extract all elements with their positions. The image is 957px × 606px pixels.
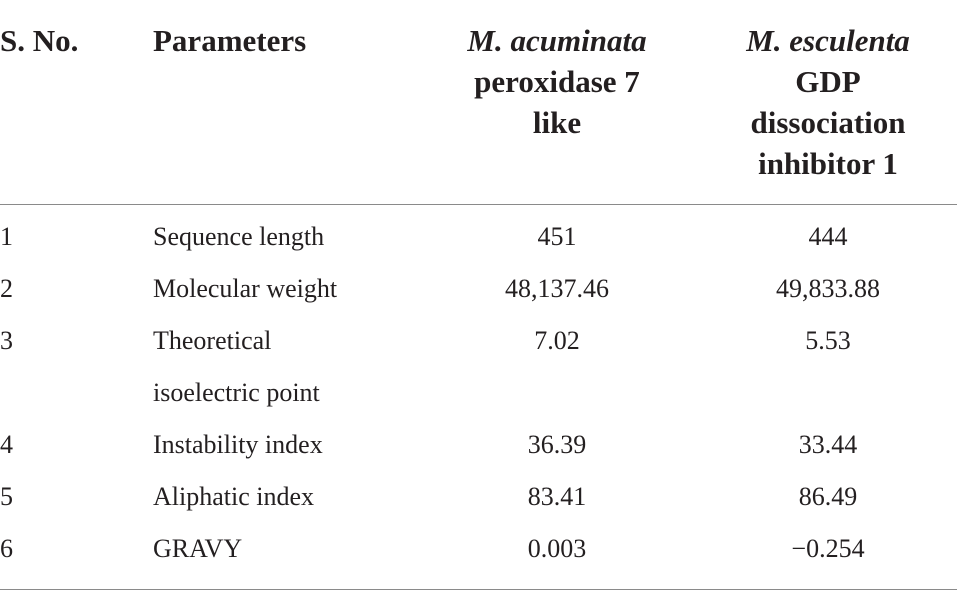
row-parameter: Instability index: [153, 430, 323, 459]
header-acuminata-line3: like: [532, 105, 582, 140]
table-header: S. No. Parameters M. acuminata peroxidas…: [0, 0, 957, 205]
row-esculenta-value: 5.53: [805, 326, 851, 355]
table-row: 4 Instability index 36.39 33.44: [0, 419, 957, 471]
header-acuminata: M. acuminata peroxidase 7 like: [415, 0, 699, 205]
row-acuminata-value: 0.003: [527, 534, 587, 563]
header-acuminata-species: M. acuminata: [467, 23, 647, 58]
row-esculenta-value: 33.44: [798, 430, 858, 459]
table-row: 5 Aliphatic index 83.41 86.49: [0, 471, 957, 523]
row-parameter: Aliphatic index: [153, 482, 315, 511]
row-acuminata-value: 7.02: [534, 326, 580, 355]
header-row: S. No. Parameters M. acuminata peroxidas…: [0, 0, 957, 205]
row-esculenta-value: 444: [808, 222, 848, 251]
table-row: 2 Molecular weight 48,137.46 49,833.88: [0, 263, 957, 315]
row-esculenta-value: 49,833.88: [776, 274, 880, 303]
row-acuminata-value: 83.41: [527, 482, 587, 511]
row-parameter: GRAVY: [153, 534, 243, 563]
row-acuminata-value: 48,137.46: [505, 274, 609, 303]
header-acuminata-line2: peroxidase 7: [474, 64, 640, 99]
row-acuminata-value: 451: [537, 222, 577, 251]
row-parameter-line1: Theoretical: [153, 326, 272, 355]
table-bottom-rule: [0, 589, 957, 590]
row-sno: 4: [0, 430, 13, 459]
header-esculenta-species: M. esculenta: [746, 23, 910, 58]
table-body: 1 Sequence length 451 444 2 Molecular we…: [0, 205, 957, 593]
header-esculenta-line2: GDP: [795, 64, 861, 99]
row-parameter: Sequence length: [153, 222, 325, 251]
header-sno: S. No.: [0, 0, 153, 205]
row-esculenta-value: 86.49: [798, 482, 858, 511]
table-row: 1 Sequence length 451 444: [0, 205, 957, 264]
row-sno: 3: [0, 326, 13, 355]
header-esculenta: M. esculenta GDP dissociation inhibitor …: [699, 0, 957, 205]
row-sno: 6: [0, 534, 13, 563]
row-acuminata-value: 36.39: [527, 430, 587, 459]
header-esculenta-line3: dissociation: [750, 105, 906, 140]
row-parameter: Theoretical isoelectric point: [153, 315, 415, 419]
row-parameter: Molecular weight: [153, 274, 338, 303]
row-esculenta-value: −0.254: [791, 534, 865, 563]
protein-parameters-table: S. No. Parameters M. acuminata peroxidas…: [0, 0, 957, 593]
row-sno: 2: [0, 274, 13, 303]
row-sno: 5: [0, 482, 13, 511]
header-parameters: Parameters: [153, 0, 415, 205]
header-esculenta-line4: inhibitor 1: [758, 146, 898, 181]
row-sno: 1: [0, 222, 13, 251]
row-parameter-line2: isoelectric point: [153, 378, 320, 407]
table-row: 6 GRAVY 0.003 −0.254: [0, 523, 957, 592]
table-row: 3 Theoretical isoelectric point 7.02 5.5…: [0, 315, 957, 419]
